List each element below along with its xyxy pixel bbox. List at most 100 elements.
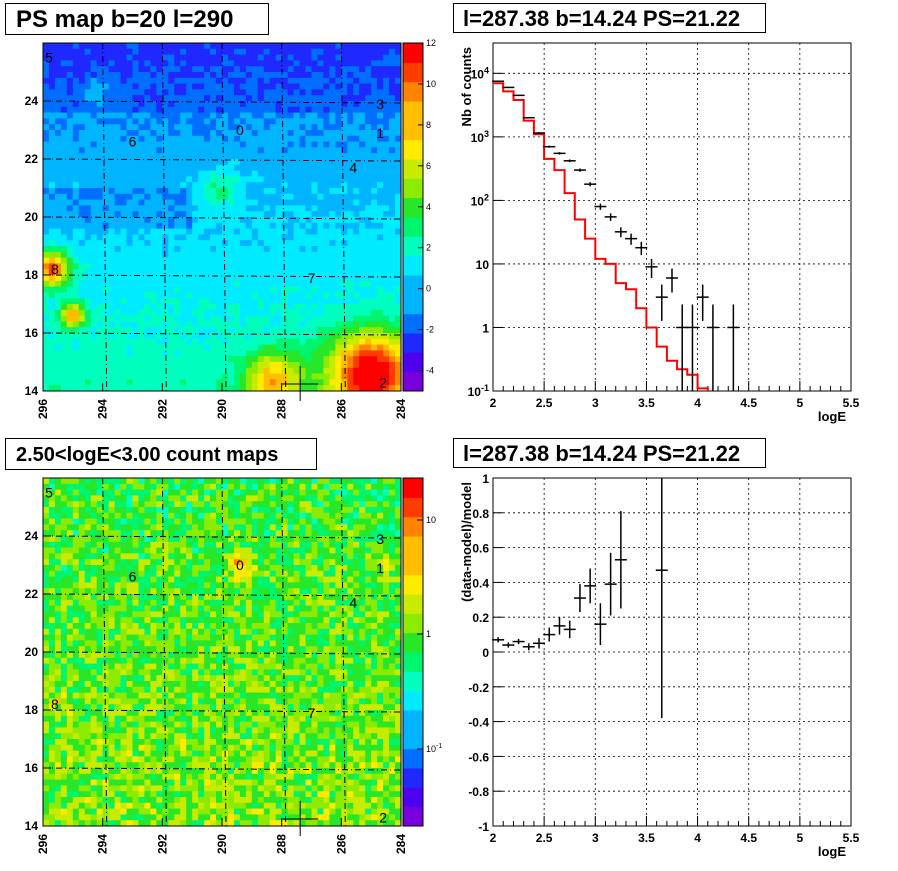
heatmap-cell (395, 182, 402, 189)
heatmap-cell (48, 797, 56, 804)
heatmap-cell (66, 385, 74, 392)
heatmap-cell (54, 240, 62, 247)
heatmap-cell (377, 106, 384, 113)
heatmap-cell (323, 333, 330, 340)
heatmap-cell (383, 222, 390, 229)
heatmap-cell (239, 54, 247, 61)
heatmap-cell (263, 66, 271, 73)
heatmap-cell (341, 217, 348, 224)
source-label: 6 (129, 134, 137, 150)
heatmap-cell (198, 164, 205, 171)
heatmap-cell (227, 95, 235, 102)
heatmap-cell (132, 704, 139, 711)
heatmap-cell (174, 124, 181, 131)
heatmap-cell (227, 292, 235, 299)
heatmap-cell (371, 77, 378, 84)
heatmap-cell (156, 315, 163, 322)
heatmap-cell (186, 228, 193, 235)
heatmap-cell (144, 309, 151, 316)
heatmap-cell (359, 373, 366, 380)
heatmap-cell (54, 565, 62, 572)
heatmap-cell (72, 43, 80, 50)
heatmap-cell (329, 228, 336, 235)
heatmap-cell (126, 634, 133, 641)
heatmap-cell (72, 251, 80, 258)
heatmap-cell (120, 640, 127, 647)
heatmap-cell (227, 211, 235, 218)
heatmap-cell (132, 721, 139, 728)
heatmap-cell (66, 246, 74, 253)
heatmap-cell (180, 257, 187, 264)
heatmap-cell (48, 182, 56, 189)
heatmap-cell (389, 66, 396, 73)
heatmap-cell (102, 141, 110, 148)
heatmap-cell (323, 170, 330, 177)
heatmap-cell (359, 188, 366, 195)
heatmap-cell (138, 768, 145, 775)
heatmap-cell (54, 199, 62, 206)
heatmap-cell (48, 559, 56, 566)
heatmap-cell (43, 733, 50, 740)
heatmap-cell (90, 89, 98, 96)
heatmap-cell (383, 228, 390, 235)
heatmap-cell (341, 89, 348, 96)
heatmap-cell (353, 164, 360, 171)
heatmap-cell (126, 275, 133, 282)
heatmap-cell (299, 118, 306, 125)
heatmap-cell (365, 153, 372, 160)
heatmap-cell (335, 257, 342, 264)
heatmap-cell (132, 634, 139, 641)
heatmap-cell (90, 594, 98, 601)
heatmap-cell (317, 147, 324, 154)
heatmap-cell (383, 327, 390, 334)
heatmap-cell (168, 205, 175, 212)
heatmap-cell (90, 512, 98, 519)
heatmap-cell (353, 251, 360, 258)
heatmap-cell (114, 721, 121, 728)
heatmap-cell (150, 744, 157, 751)
heatmap-cell (395, 77, 402, 84)
heatmap-cell (48, 124, 56, 131)
heatmap-cell (48, 553, 56, 560)
heatmap-cell (126, 257, 133, 264)
heatmap-cell (233, 170, 241, 177)
heatmap-cell (78, 153, 86, 160)
heatmap-cell (144, 379, 151, 386)
heatmap-cell (138, 228, 145, 235)
heatmap-cell (72, 54, 80, 61)
heatmap-cell (60, 89, 68, 96)
heatmap-cell (60, 530, 68, 537)
heatmap-cell (245, 269, 253, 276)
heatmap-cell (174, 251, 181, 258)
heatmap-cell (389, 54, 396, 61)
heatmap-cell (365, 298, 372, 305)
heatmap-cell (108, 791, 115, 798)
heatmap-cell (299, 246, 306, 253)
heatmap-cell (102, 733, 110, 740)
heatmap-cell (144, 228, 151, 235)
heatmap-cell (43, 135, 50, 142)
heatmap-cell (114, 669, 121, 676)
heatmap-cell (144, 124, 151, 131)
heatmap-cell (150, 570, 157, 577)
heatmap-cell (132, 628, 139, 635)
heatmap-cell (138, 159, 145, 166)
heatmap-cell (90, 106, 98, 113)
heatmap-cell (150, 315, 157, 322)
heatmap-cell (102, 83, 110, 90)
heatmap-cell (43, 559, 50, 566)
heatmap-cell (329, 43, 336, 50)
heatmap-cell (287, 367, 294, 374)
heatmap-cell (371, 153, 378, 160)
heatmap-cell (210, 124, 217, 131)
heatmap-cell (269, 327, 277, 334)
heatmap-cell (126, 89, 133, 96)
heatmap-cell (144, 814, 151, 821)
heatmap-cell (72, 379, 80, 386)
heatmap-cell (335, 315, 342, 322)
heatmap-cell (395, 246, 402, 253)
heatmap-cell (257, 275, 265, 282)
heatmap-cell (66, 280, 74, 287)
heatmap-cell (120, 118, 127, 125)
heatmap-cell (222, 333, 229, 340)
